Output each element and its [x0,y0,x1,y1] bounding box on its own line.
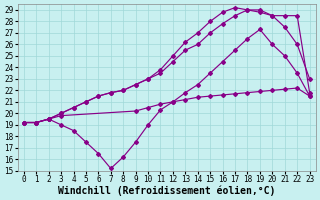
X-axis label: Windchill (Refroidissement éolien,°C): Windchill (Refroidissement éolien,°C) [58,185,276,196]
